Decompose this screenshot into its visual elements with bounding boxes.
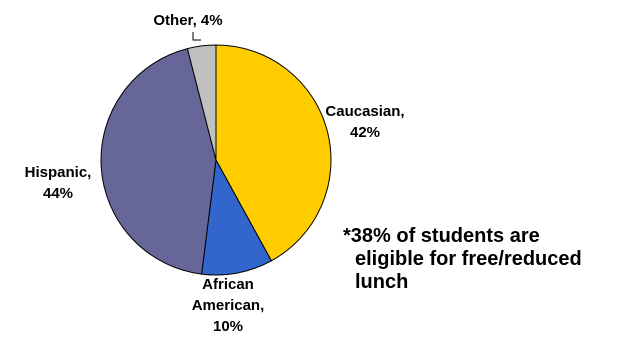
- pie-slice-hispanic: [100, 48, 217, 275]
- slice-label-other: Other, 4%: [153, 12, 222, 29]
- slice-label-caucasian: Caucasian, 42%: [325, 103, 404, 141]
- slice-label-hispanic: Hispanic, 44%: [25, 164, 92, 202]
- footnote-line-1: *38% of students are: [343, 225, 540, 247]
- footnote-line-2: eligible for free/reduced: [355, 248, 582, 270]
- pie-slice-african-american: [201, 158, 273, 276]
- pie-slice-other: [186, 44, 217, 161]
- pie-slices: [100, 44, 332, 276]
- slice-label-african-american: African American, 10%: [192, 276, 265, 335]
- footnote: *38% of students are eligible for free/r…: [343, 225, 633, 294]
- slice-labels: Caucasian, 42% African American, 10% Hispanic…: [25, 12, 405, 335]
- other-leader-line: [192, 32, 201, 41]
- pie-slice-caucasian: [215, 44, 332, 262]
- footnote-line-3: lunch: [355, 271, 409, 293]
